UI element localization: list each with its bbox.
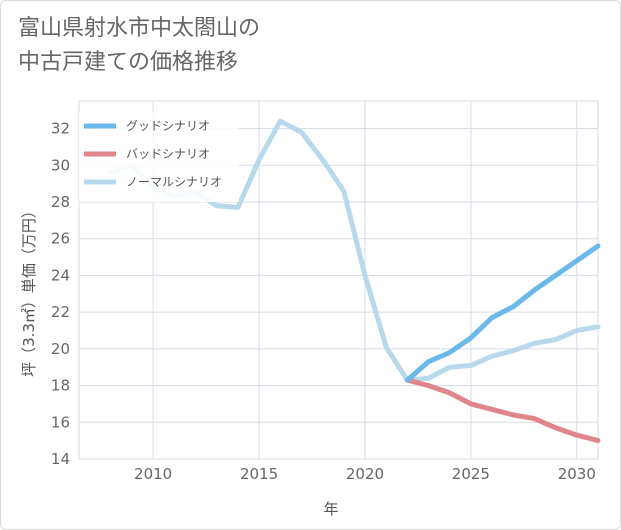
- chart-title: 富山県射水市中太閤山の 中古戸建ての価格推移: [18, 12, 438, 80]
- y-tick-label: 18: [51, 377, 70, 395]
- y-tick-label: 22: [51, 303, 70, 321]
- x-axis-label: 年: [323, 500, 338, 518]
- legend-label-0: グッドシナリオ: [126, 119, 210, 133]
- y-tick-label: 28: [51, 193, 70, 211]
- series-line-0: [404, 243, 601, 383]
- x-tick-label: 2020: [346, 465, 384, 483]
- y-tick-label: 30: [51, 156, 70, 174]
- y-tick-label: 32: [51, 120, 70, 138]
- axes: 2010 2015 2020 2025 2030 14 16 18 20 22 24 26 28 30 32: [51, 120, 596, 483]
- series-line-1: [404, 377, 601, 444]
- x-tick-label: 2010: [134, 465, 172, 483]
- y-tick-label: 14: [51, 450, 70, 468]
- legend-label-2: ノーマルシナリオ: [126, 175, 222, 189]
- y-tick-label: 16: [51, 413, 70, 431]
- y-tick-label: 24: [51, 266, 70, 284]
- y-tick-label: 20: [51, 340, 70, 358]
- x-tick-label: 2015: [240, 465, 278, 483]
- y-axis-label: 坪（3.3㎡）単価（万円）: [20, 203, 38, 377]
- x-tick-label: 2030: [558, 465, 596, 483]
- title-line-2: 中古戸建ての価格推移: [18, 50, 239, 75]
- legend-label-1: バッドシナリオ: [126, 147, 210, 161]
- x-tick-label: 2025: [452, 465, 490, 483]
- grid-lines: [78, 100, 599, 460]
- title-line-1: 富山県射水市中太閤山の: [18, 16, 261, 41]
- y-tick-label: 26: [51, 230, 70, 248]
